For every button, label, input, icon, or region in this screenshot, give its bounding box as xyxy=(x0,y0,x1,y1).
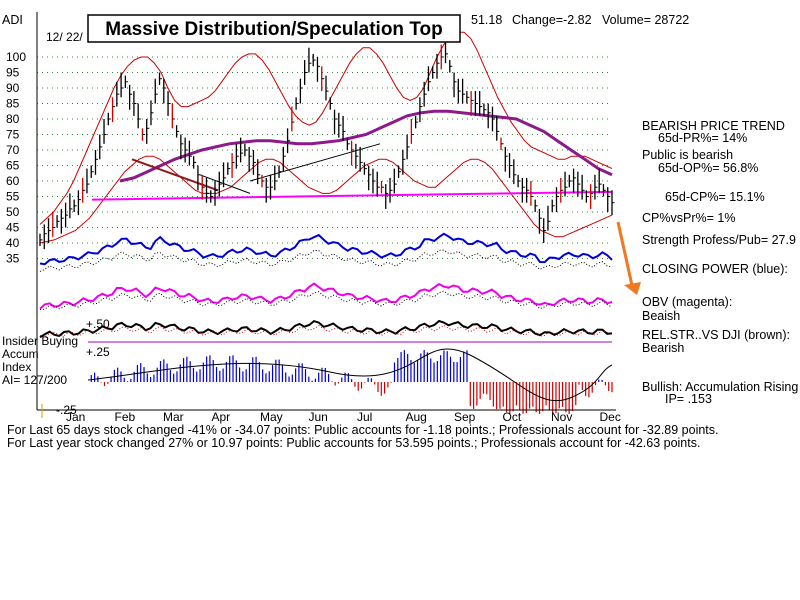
y-tick-label: 75 xyxy=(6,128,20,142)
strength-text: Strength Profess/Pub= 27.9 xyxy=(642,233,796,247)
support-line xyxy=(91,190,613,201)
month-label: Jul xyxy=(357,410,372,424)
ip-text: IP= .153 xyxy=(665,392,712,406)
ai-label: AI= 127/200 xyxy=(2,373,67,387)
indicator-lines xyxy=(39,232,613,343)
obv-state-text: Beaish xyxy=(642,309,680,323)
right-panel: BEARISH PRICE TREND 65d-PR%= 14% Public … xyxy=(642,119,798,406)
relstr-state-text: Bearish xyxy=(642,341,684,355)
accum-ma-line xyxy=(87,348,613,402)
footer-line-year: For Last year stock changed 27% or 10.97… xyxy=(7,436,700,450)
rel-str-ma xyxy=(39,324,613,338)
insider-buying-label: Insider Buying xyxy=(2,334,78,348)
cpvspr-text: CP%vsPr%= 1% xyxy=(642,211,735,225)
footer-line-65d: For Last 65 days stock changed -41% or -… xyxy=(7,423,719,437)
y-tick-label: 45 xyxy=(6,221,20,235)
chart-title: Massive Distribution/Speculation Top xyxy=(105,19,442,40)
y-tick-label: 80 xyxy=(6,112,20,126)
obv-line xyxy=(39,282,613,310)
y-tick-label: 50 xyxy=(6,205,20,219)
month-label: Feb xyxy=(115,410,136,424)
month-label: Oct xyxy=(503,410,522,424)
moving-average-line xyxy=(119,109,613,183)
y-tick-label: 90 xyxy=(6,81,20,95)
y-tick-label: 100 xyxy=(6,50,26,64)
month-label: Nov xyxy=(551,410,572,424)
obv-text: OBV (magenta): xyxy=(642,295,732,309)
trend-text: BEARISH PRICE TREND xyxy=(642,119,785,133)
date-label: 12/ 22/ xyxy=(46,30,83,44)
orange-arrow-annotation xyxy=(616,221,641,295)
obv-ma xyxy=(39,290,613,311)
y-tick-label: 60 xyxy=(6,174,20,188)
op-text: 65d-OP%= 56.8% xyxy=(658,161,758,175)
index-label: Index xyxy=(2,360,31,374)
lower-band-line xyxy=(39,155,613,244)
quote-price: 51.18 xyxy=(471,13,502,27)
pr-text: 65d-PR%= 14% xyxy=(658,131,747,145)
upper-band-line xyxy=(39,31,613,225)
month-labels: Jan Feb Mar Apr May Jun Jul Aug Sep Oct Nov Dec xyxy=(66,410,621,424)
month-label: Jan xyxy=(66,410,85,424)
ticker-label: ADI xyxy=(2,13,23,27)
accum-label: Accum xyxy=(2,347,39,361)
quote-volume: Volume= 28722 xyxy=(602,13,689,27)
quote-change: Change=-2.82 xyxy=(512,13,592,27)
y-tick-label: 70 xyxy=(6,143,20,157)
month-label: May xyxy=(260,410,283,424)
y-tick-label: 35 xyxy=(6,252,20,266)
y-tick-label: 85 xyxy=(6,97,20,111)
y-tick-label: 40 xyxy=(6,236,20,250)
y-tick-label: 55 xyxy=(6,190,20,204)
trend-line-black xyxy=(199,174,251,194)
accum-plus-label: +.25 xyxy=(86,345,110,359)
rel-str-line xyxy=(39,319,613,339)
month-label: Mar xyxy=(163,410,184,424)
month-label: Apr xyxy=(212,410,231,424)
closing-power-text: CLOSING POWER (blue): xyxy=(642,262,788,276)
month-label: Jun xyxy=(309,410,328,424)
month-label: Dec xyxy=(600,410,621,424)
y-tick-label: 65 xyxy=(6,159,20,173)
price-bars xyxy=(39,38,615,250)
accumulation-histogram xyxy=(87,348,613,414)
closing-power-line xyxy=(39,232,613,266)
accum-minus-label: -.25 xyxy=(56,403,77,417)
trend-line-black xyxy=(249,143,381,182)
trend-line-brown xyxy=(131,158,219,192)
closing-power-ma xyxy=(39,249,613,272)
y-tick-label: 95 xyxy=(6,66,20,80)
month-label: Sep xyxy=(454,410,476,424)
month-label: Aug xyxy=(406,410,427,424)
relstr-text: REL.STR..VS DJI (brown): xyxy=(642,328,790,342)
price-gridlines xyxy=(37,56,612,259)
bullish-text: Bullish: Accumulation Rising xyxy=(642,380,798,394)
cp-text: 65d-CP%= 15.1% xyxy=(665,190,765,204)
obv-level-label: +.50 xyxy=(86,317,110,331)
title-box xyxy=(87,14,461,43)
public-text: Public is bearish xyxy=(642,148,733,162)
bollinger-bands xyxy=(39,31,613,244)
